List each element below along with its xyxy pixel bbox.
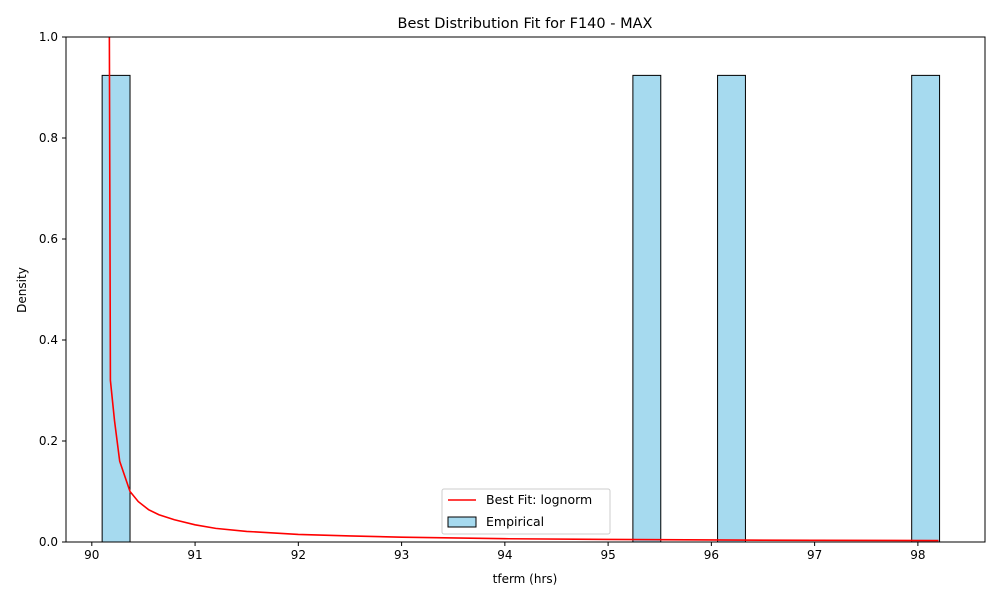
histogram-bar-4 [911, 74, 941, 543]
legend-swatch-bar [447, 516, 477, 528]
x-tick-label: 94 [497, 548, 512, 562]
histogram-bar-1 [101, 74, 131, 543]
x-tick-label: 96 [704, 548, 719, 562]
histogram-bar-3 [717, 74, 746, 543]
axes: 90 91 92 93 94 95 96 97 98 0.0 0.2 0.4 0.6 0.8 1.0 [39, 30, 986, 562]
y-axis-label: Density [15, 267, 29, 313]
plot-frame [65, 36, 986, 543]
legend-label-empirical: Empirical [486, 514, 544, 529]
legend-box [441, 488, 611, 535]
x-axis-label: tferm (hrs) [493, 572, 558, 586]
plot-area [101, 37, 941, 543]
x-tick-label: 90 [84, 548, 99, 562]
x-tick-label: 95 [600, 548, 615, 562]
x-tick-label: 98 [910, 548, 925, 562]
x-tick-label: 92 [291, 548, 306, 562]
legend: Best Fit: lognorm Empirical [441, 488, 611, 535]
x-tick-label: 97 [807, 548, 822, 562]
histogram-bar-2 [632, 74, 662, 543]
x-tick-label: 93 [394, 548, 409, 562]
y-tick-label: 1.0 [39, 30, 58, 44]
legend-label-fit: Best Fit: lognorm [486, 492, 592, 507]
y-tick-label: 0.8 [39, 131, 58, 145]
y-tick-label: 0.2 [39, 434, 58, 448]
chart-title: Best Distribution Fit for F140 - MAX [398, 16, 653, 32]
fit-line [108, 37, 939, 542]
y-tick-label: 0.6 [39, 232, 58, 246]
y-tick-label: 0.4 [39, 333, 58, 347]
y-tick-label: 0.0 [39, 535, 58, 549]
x-tick-label: 91 [187, 548, 202, 562]
